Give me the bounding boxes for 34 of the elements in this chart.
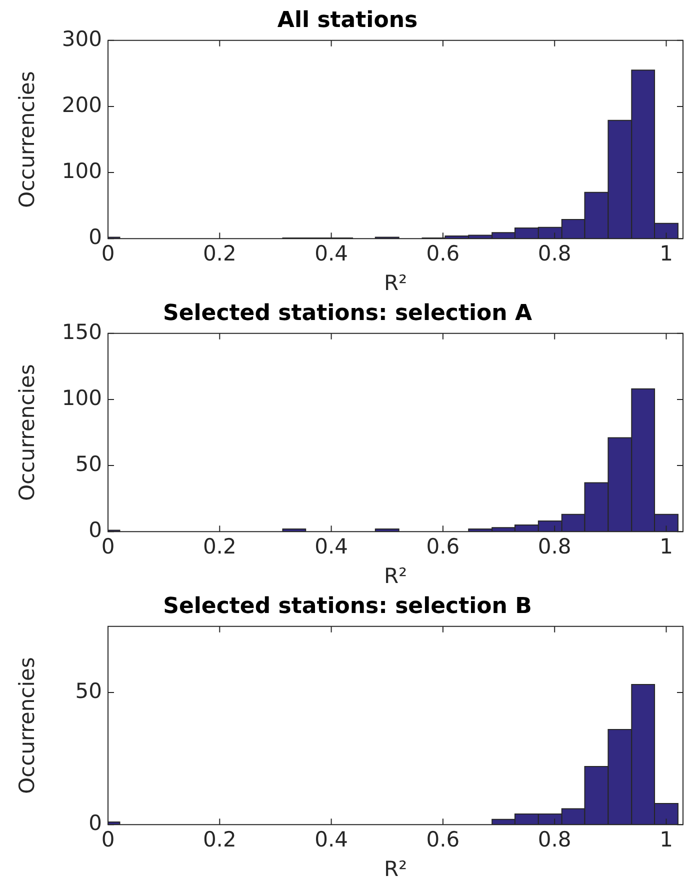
- chart-title: Selected stations: selection B: [163, 594, 532, 619]
- x-tick-label: 0.6: [426, 828, 460, 852]
- y-tick-label: 100: [62, 386, 102, 410]
- x-tick-label: 0.8: [538, 534, 572, 559]
- x-tick-label: 0.4: [314, 828, 348, 852]
- y-tick-label: 300: [62, 26, 102, 51]
- y-tick-label: 0: [88, 225, 102, 250]
- x-axis-title: R²: [384, 270, 408, 295]
- y-tick-label: 0: [88, 518, 102, 542]
- y-tick-label: 50: [75, 452, 102, 476]
- y-tick-label: 50: [75, 678, 102, 703]
- x-tick-label: 1: [660, 534, 673, 559]
- y-tick-label: 100: [62, 158, 102, 183]
- x-tick-label: 0.2: [202, 534, 236, 559]
- y-tick-label: 0: [88, 811, 102, 836]
- y-tick-label: 200: [62, 92, 102, 117]
- chart-title: All stations: [277, 8, 418, 33]
- x-tick-label: 0.8: [538, 242, 572, 266]
- x-tick-label: 0.2: [202, 828, 236, 852]
- y-axis-title: Occurrencies: [15, 657, 40, 794]
- x-tick-label: 0.2: [202, 242, 236, 266]
- y-tick-label: 150: [62, 320, 102, 344]
- x-tick-label: 0.4: [314, 534, 348, 559]
- x-axis-title: R²: [384, 856, 408, 881]
- y-axis-title: Occurrencies: [15, 364, 40, 501]
- x-axis-title: R²: [384, 564, 408, 588]
- x-tick-label: 0.6: [426, 242, 460, 266]
- x-tick-label: 1: [660, 242, 673, 266]
- x-tick-label: 0.4: [314, 242, 348, 266]
- y-axis-title: Occurrencies: [15, 71, 40, 208]
- chart-title: Selected stations: selection A: [163, 300, 532, 326]
- x-tick-label: 0.8: [538, 828, 572, 852]
- x-tick-label: 0.6: [426, 534, 460, 559]
- x-tick-label: 1: [660, 828, 673, 852]
